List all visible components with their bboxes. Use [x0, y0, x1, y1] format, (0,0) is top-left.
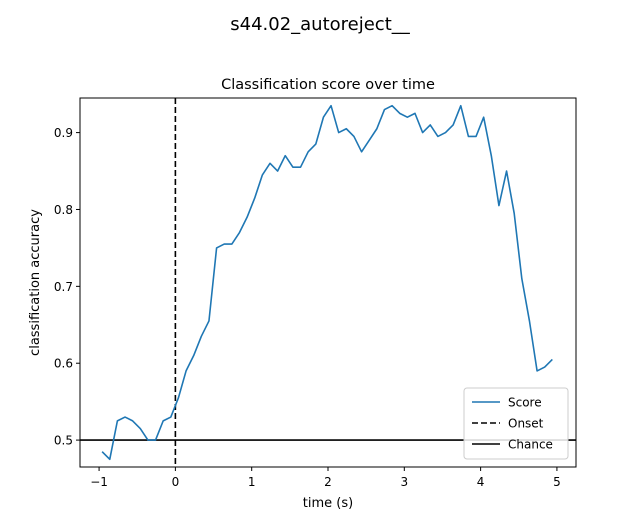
y-tick-label: 0.8	[54, 203, 73, 217]
y-tick-label: 0.6	[54, 357, 73, 371]
legend-box	[463, 387, 569, 460]
legend: Score Onset Chance	[463, 387, 569, 460]
score-line	[101, 104, 553, 461]
y-axis-label: classification accuracy	[28, 209, 43, 356]
x-tick-label: 0	[172, 475, 180, 489]
series-layer	[101, 104, 553, 461]
y-tick-label: 0.5	[54, 434, 73, 448]
y-axis: 0.5 0.6 0.7 0.8 0.9	[54, 126, 80, 448]
legend-label-score: Score	[508, 396, 542, 410]
x-tick-label: 2	[324, 475, 332, 489]
x-axis-label: time (s)	[303, 496, 353, 511]
x-axis: −1 0 1 2 3 4 5	[90, 467, 561, 489]
legend-label-chance: Chance	[508, 438, 553, 452]
figure-suptitle: s44.02_autoreject__	[230, 14, 411, 35]
y-tick-label: 0.7	[54, 280, 73, 294]
x-tick-label: 5	[553, 475, 561, 489]
x-tick-label: −1	[90, 475, 108, 489]
legend-label-onset: Onset	[508, 417, 544, 431]
x-tick-label: 1	[248, 475, 256, 489]
x-tick-label: 3	[400, 475, 408, 489]
x-tick-label: 4	[477, 475, 485, 489]
y-tick-label: 0.9	[54, 126, 73, 140]
chart-title: Classification score over time	[221, 77, 435, 93]
